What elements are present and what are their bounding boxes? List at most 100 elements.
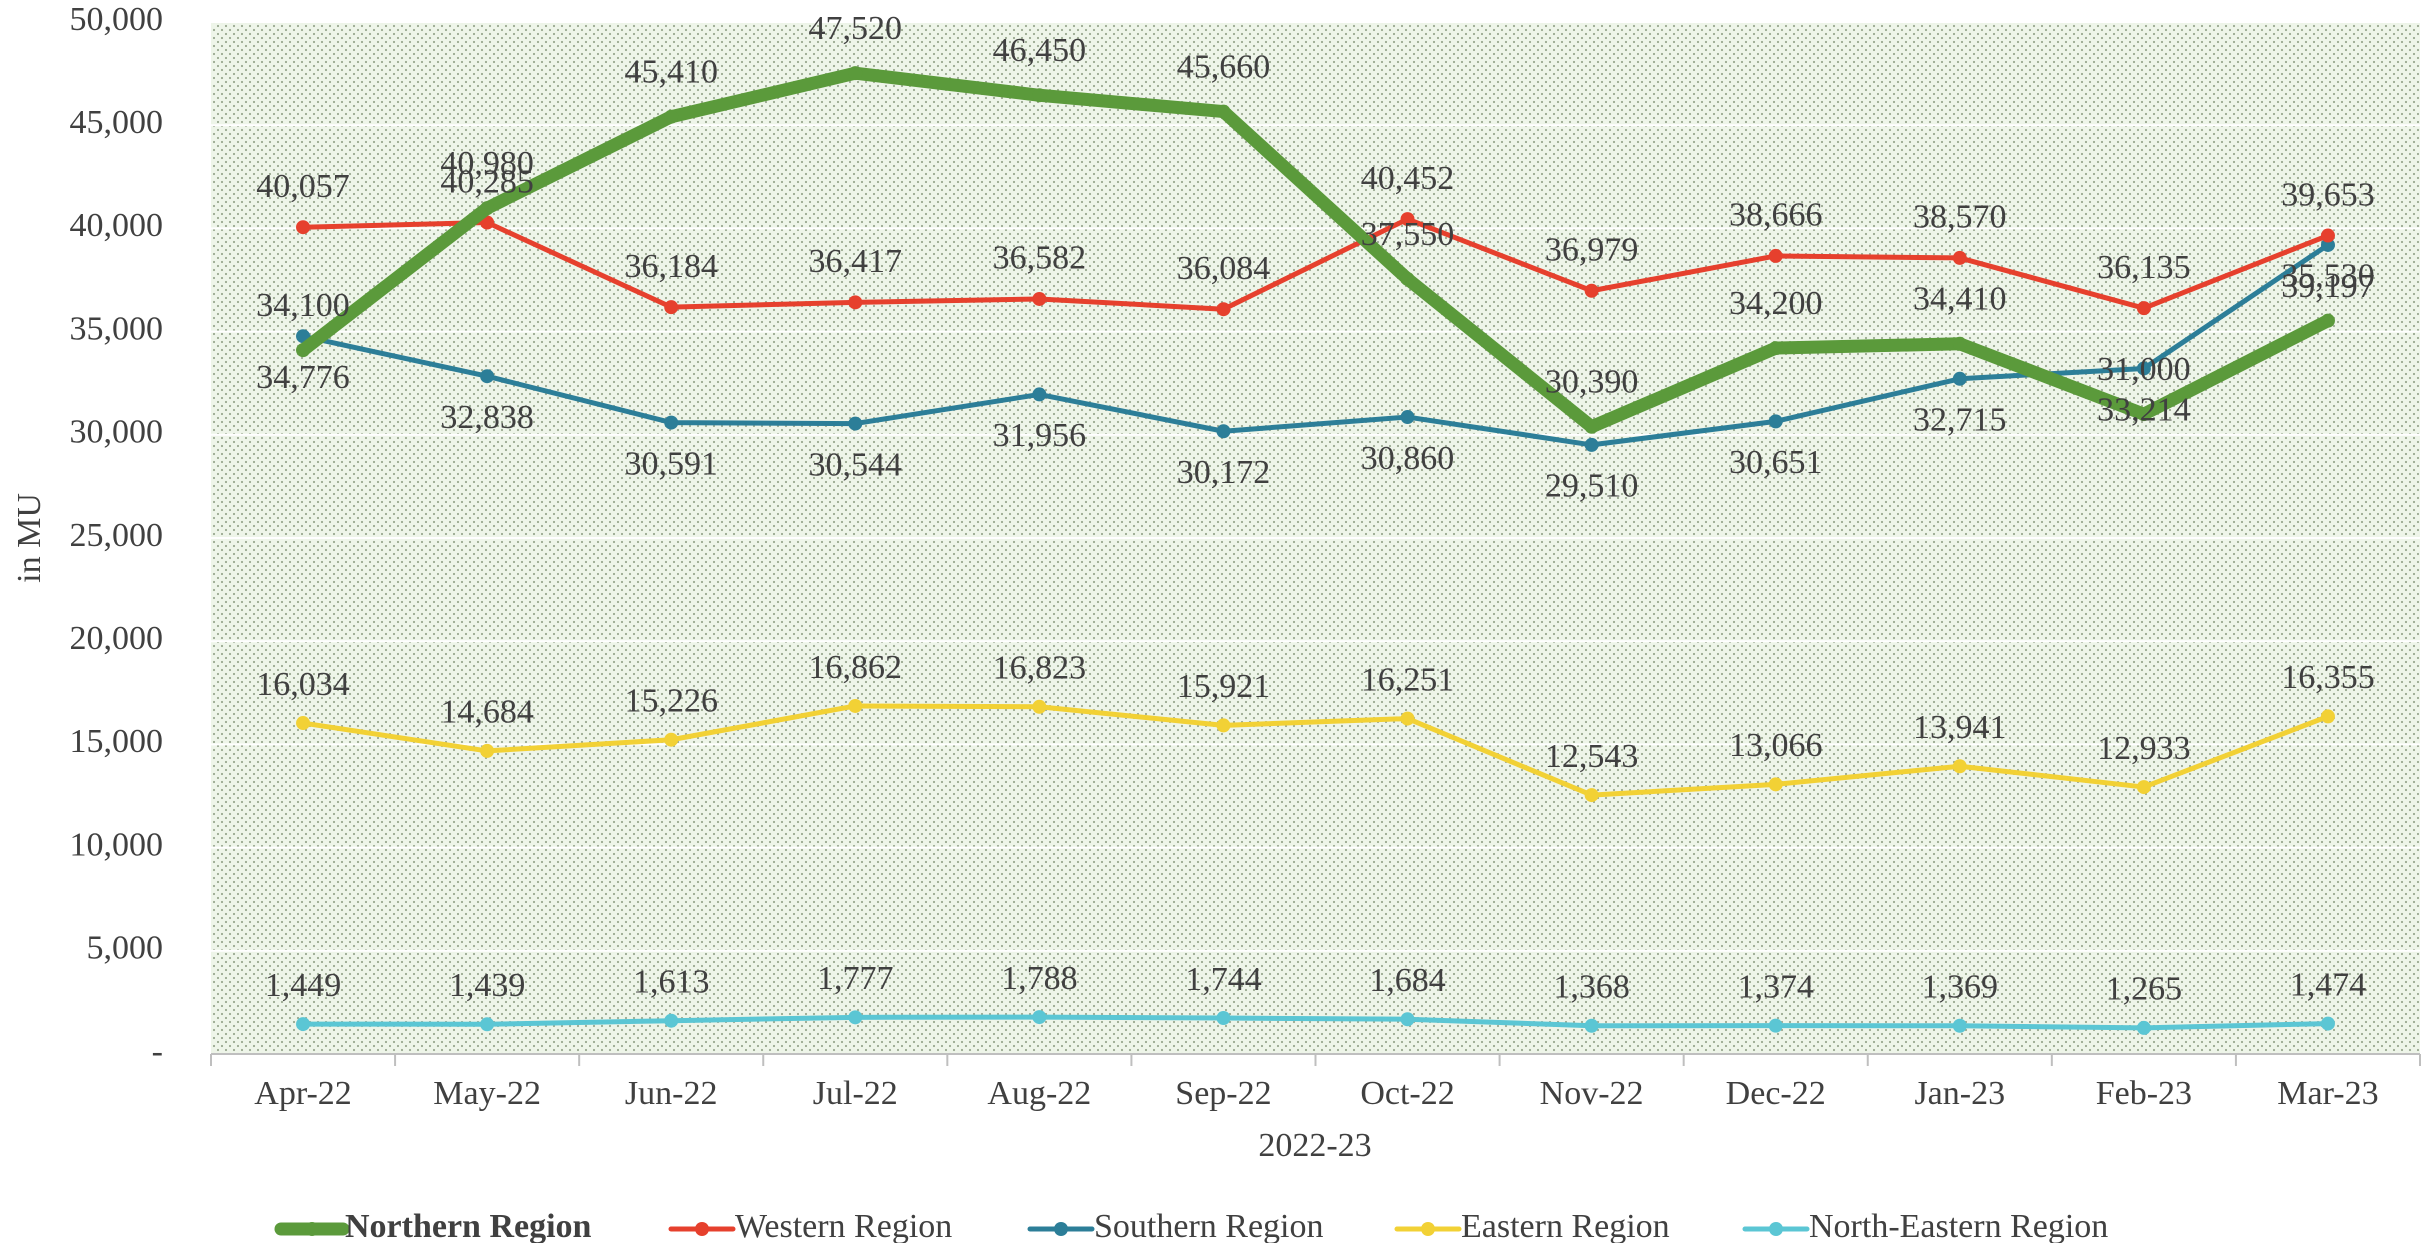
y-axis-title: in MU bbox=[11, 493, 48, 583]
series-line bbox=[299, 66, 2331, 434]
data-point bbox=[2136, 780, 2151, 795]
data-point bbox=[1032, 699, 1047, 714]
data-point bbox=[1400, 1012, 1415, 1027]
data-point bbox=[480, 201, 495, 216]
data-label: 13,941 bbox=[1913, 709, 2007, 746]
data-point bbox=[2136, 407, 2151, 422]
data-point bbox=[664, 109, 679, 124]
y-tick-label: 15,000 bbox=[70, 723, 164, 760]
data-label: 1,744 bbox=[1185, 961, 1262, 998]
data-label: 33,214 bbox=[2097, 391, 2191, 428]
data-label: 30,860 bbox=[1361, 440, 1455, 477]
data-label: 1,439 bbox=[449, 967, 526, 1004]
data-point bbox=[1584, 283, 1599, 298]
data-point bbox=[1584, 1018, 1599, 1033]
legend-marker bbox=[305, 1222, 319, 1236]
data-label: 1,788 bbox=[1001, 960, 1078, 997]
data-label: 30,544 bbox=[809, 446, 903, 483]
data-label: 36,135 bbox=[2097, 249, 2191, 286]
data-point bbox=[1216, 104, 1231, 119]
data-point bbox=[2320, 313, 2335, 328]
y-tick-label: 45,000 bbox=[70, 104, 164, 141]
data-point bbox=[1952, 1018, 1967, 1033]
data-point bbox=[2320, 1016, 2335, 1031]
data-point bbox=[480, 743, 495, 758]
legend-label: Southern Region bbox=[1094, 1208, 1323, 1243]
data-label: 1,613 bbox=[633, 964, 710, 1001]
y-tick-label: - bbox=[152, 1033, 163, 1070]
data-point bbox=[480, 369, 495, 384]
legend-marker bbox=[1421, 1222, 1435, 1236]
data-point bbox=[1032, 1010, 1047, 1025]
series-line bbox=[302, 242, 2330, 448]
data-point bbox=[664, 732, 679, 747]
x-tick-label: Jul-22 bbox=[813, 1075, 898, 1112]
data-label: 45,410 bbox=[624, 54, 718, 91]
data-point bbox=[1768, 248, 1783, 263]
data-point bbox=[296, 343, 311, 358]
data-label: 15,226 bbox=[624, 683, 718, 720]
data-point bbox=[848, 1010, 863, 1025]
data-label: 34,410 bbox=[1913, 281, 2007, 318]
data-point bbox=[1952, 759, 1967, 774]
data-point bbox=[1768, 1018, 1783, 1033]
data-point bbox=[2320, 709, 2335, 724]
data-label: 32,838 bbox=[440, 399, 534, 436]
y-tick-label: 35,000 bbox=[70, 310, 164, 347]
data-point bbox=[2136, 1020, 2151, 1035]
series-line bbox=[302, 703, 2329, 798]
data-point bbox=[1032, 387, 1047, 402]
data-label: 31,956 bbox=[993, 417, 1087, 454]
data-point bbox=[296, 716, 311, 731]
data-point bbox=[1584, 788, 1599, 803]
data-label: 36,582 bbox=[993, 240, 1087, 277]
data-point bbox=[848, 698, 863, 713]
legend-label: Northern Region bbox=[345, 1208, 592, 1243]
data-label: 40,285 bbox=[440, 163, 534, 200]
data-label: 1,449 bbox=[265, 967, 342, 1004]
data-label: 35,530 bbox=[2281, 257, 2375, 294]
data-label: 31,000 bbox=[2097, 351, 2191, 388]
data-point bbox=[664, 300, 679, 315]
x-tick-label: May-22 bbox=[433, 1075, 541, 1112]
x-tick-label: Aug-22 bbox=[987, 1075, 1091, 1112]
data-label: 1,265 bbox=[2106, 971, 2183, 1008]
data-point bbox=[1768, 777, 1783, 792]
data-label: 36,417 bbox=[809, 243, 903, 280]
y-tick-label: 25,000 bbox=[70, 517, 164, 554]
y-tick-label: 30,000 bbox=[70, 414, 164, 451]
data-point bbox=[480, 1017, 495, 1032]
data-label: 29,510 bbox=[1545, 468, 1639, 505]
data-point bbox=[1032, 291, 1047, 306]
data-point bbox=[1584, 437, 1599, 452]
data-label: 30,591 bbox=[624, 445, 718, 482]
data-point bbox=[1400, 410, 1415, 425]
data-point bbox=[664, 415, 679, 430]
data-label: 34,200 bbox=[1729, 285, 1823, 322]
data-label: 1,777 bbox=[817, 960, 894, 997]
data-label: 47,520 bbox=[809, 10, 903, 47]
data-label: 46,450 bbox=[993, 32, 1087, 69]
data-label: 36,084 bbox=[1177, 250, 1271, 287]
x-tick-label: Apr-22 bbox=[254, 1075, 352, 1112]
data-label: 40,452 bbox=[1361, 160, 1455, 197]
data-point bbox=[1216, 718, 1231, 733]
data-label: 40,057 bbox=[256, 168, 350, 205]
x-tick-label: Dec-22 bbox=[1726, 1075, 1826, 1112]
data-label: 36,979 bbox=[1545, 232, 1639, 269]
y-tick-label: 20,000 bbox=[70, 620, 164, 657]
data-label: 30,651 bbox=[1729, 444, 1823, 481]
data-label: 1,369 bbox=[1922, 969, 1999, 1006]
data-label: 16,862 bbox=[809, 649, 903, 686]
data-point bbox=[1400, 212, 1415, 227]
x-tick-label: Mar-23 bbox=[2277, 1075, 2378, 1112]
x-tick-label: Feb-23 bbox=[2096, 1075, 2192, 1112]
data-label: 14,684 bbox=[440, 694, 534, 731]
data-label: 32,715 bbox=[1913, 402, 2007, 439]
y-tick-label: 40,000 bbox=[70, 207, 164, 244]
data-point bbox=[296, 220, 311, 235]
data-point bbox=[1400, 271, 1415, 286]
series-line bbox=[303, 1014, 2329, 1031]
data-point bbox=[2136, 301, 2151, 316]
